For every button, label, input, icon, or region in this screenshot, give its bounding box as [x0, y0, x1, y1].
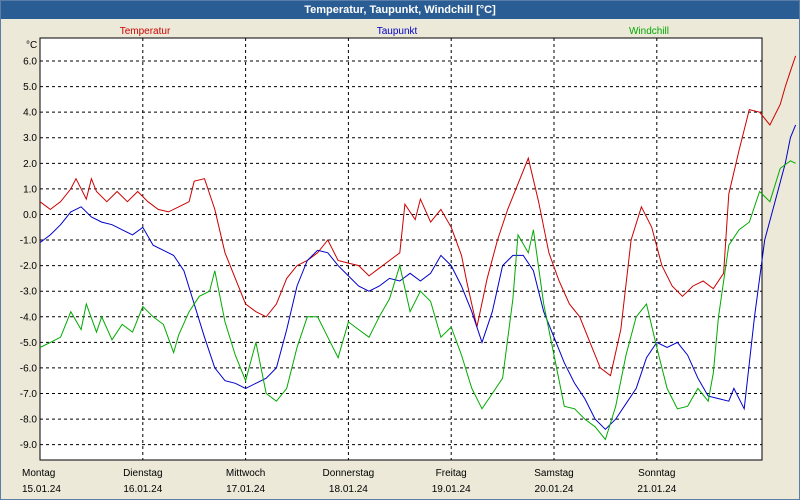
x-tick-day: Montag — [22, 468, 55, 479]
series-line-temperatur — [39, 55, 797, 377]
y-tick-label: 6.0 — [23, 57, 37, 68]
y-tick-label: -4.0 — [20, 312, 38, 323]
x-tick-date: 20.01.24 — [535, 484, 574, 495]
grid — [40, 38, 762, 460]
x-tick-day: Samstag — [534, 468, 573, 479]
x-tick-day: Dienstag — [123, 468, 162, 479]
x-tick-day: Freitag — [436, 468, 467, 479]
y-tick-label: -8.0 — [20, 415, 38, 426]
series-lines — [39, 55, 797, 441]
y-tick-label: -1.0 — [20, 236, 38, 247]
y-tick-label: -5.0 — [20, 338, 38, 349]
x-tick-date: 15.01.24 — [22, 484, 61, 495]
y-tick-label: 1.0 — [23, 184, 37, 195]
series-line-windchill — [39, 160, 796, 441]
legend-taupunkt: Taupunkt — [377, 26, 418, 37]
y-tick-label: 4.0 — [23, 108, 37, 119]
y-tick-label: -6.0 — [20, 363, 38, 374]
series-line-taupunkt — [39, 124, 797, 431]
x-tick-date: 16.01.24 — [123, 484, 162, 495]
y-tick-label: -2.0 — [20, 261, 38, 272]
y-tick-label: 0.0 — [23, 210, 37, 221]
x-tick-day: Sonntag — [638, 468, 675, 479]
y-tick-label: 2.0 — [23, 159, 37, 170]
x-axis: Montag 15.01.24 Dienstag 16.01.24 Mittwoch 17… — [22, 468, 677, 495]
y-axis-unit: °C — [26, 40, 37, 51]
plot-area — [39, 37, 763, 461]
legend-temperatur: Temperatur — [120, 26, 171, 37]
y-tick-label: -3.0 — [20, 287, 38, 298]
x-tick-day: Donnerstag — [323, 468, 375, 479]
y-tick-label: -7.0 — [20, 389, 38, 400]
chart-title: Temperatur, Taupunkt, Windchill [°C] — [1, 1, 799, 19]
y-tick-label: 3.0 — [23, 133, 37, 144]
x-tick-date: 18.01.24 — [329, 484, 368, 495]
x-tick-day: Mittwoch — [226, 468, 265, 479]
y-axis: 6.0 5.0 4.0 3.0 2.0 1.0 0.0 -1.0 -2.0 -3.0 -4.0 -5.… — [20, 57, 38, 452]
legend-windchill: Windchill — [629, 26, 669, 37]
x-tick-date: 21.01.24 — [637, 484, 676, 495]
x-tick-date: 17.01.24 — [226, 484, 265, 495]
y-tick-label: -9.0 — [20, 440, 38, 451]
legend: Temperatur Taupunkt Windchill — [120, 26, 669, 37]
y-tick-label: 5.0 — [23, 82, 37, 93]
x-tick-date: 19.01.24 — [432, 484, 471, 495]
